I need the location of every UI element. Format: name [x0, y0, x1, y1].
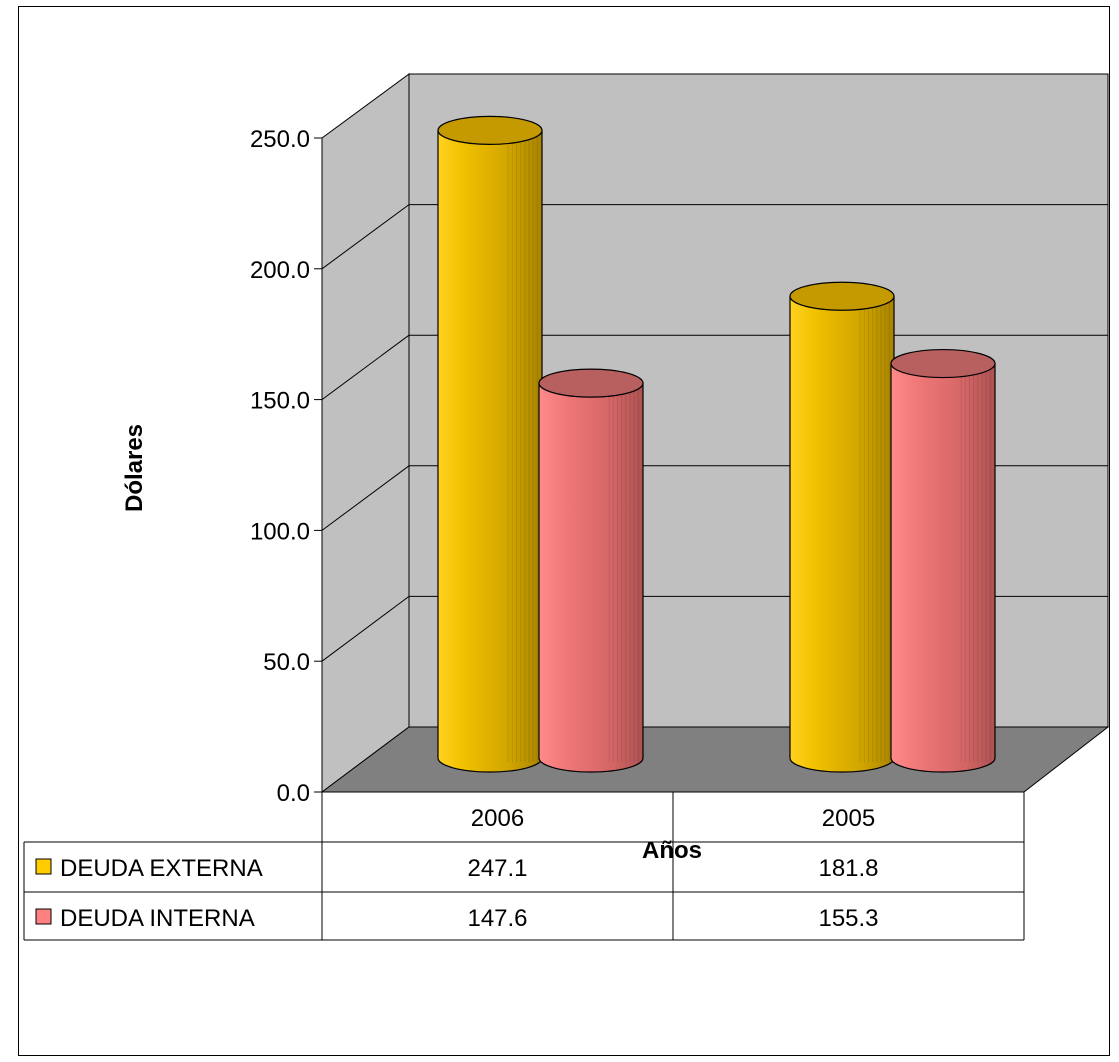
bar-externa-2006: [437, 115, 543, 773]
legend-swatch: [35, 858, 52, 875]
gridline-side: [321, 595, 410, 662]
bar-interna-2005: [890, 348, 996, 773]
bar-top: [538, 368, 644, 398]
bar-top: [789, 281, 895, 311]
data-label: 181.8: [818, 855, 878, 882]
gridline-side: [321, 334, 410, 401]
bar-externa-2005: [789, 281, 895, 773]
bar-body: [789, 295, 895, 773]
y-tick-label: 100.0: [250, 518, 310, 545]
data-label: 155.3: [818, 905, 878, 932]
bar-body: [538, 382, 644, 773]
bar-body: [437, 129, 543, 773]
legend-label: DEUDA EXTERNA: [60, 855, 263, 882]
y-axis-title: Dólares: [121, 424, 148, 512]
bar-top: [437, 115, 543, 145]
legend-swatch: [35, 908, 52, 925]
bar-interna-2006: [538, 368, 644, 773]
data-table: 2006 2005 DEUDA EXTERNA 247.1 181.8 DEUDA INT…: [23, 791, 1025, 941]
bar-top: [890, 348, 996, 379]
category-label: 2006: [471, 805, 524, 832]
x-axis-title: Años: [642, 837, 702, 864]
gridline-side: [321, 465, 410, 531]
y-tick-label: 0.0: [277, 780, 310, 807]
category-label: 2005: [822, 805, 875, 832]
y-axis: 0.0 50.0 100.0 150.0 200.0 250.0: [250, 126, 323, 807]
y-tick-label: 150.0: [250, 388, 310, 415]
bar-body: [890, 362, 996, 773]
y-tick-label: 250.0: [250, 126, 310, 153]
data-label: 247.1: [467, 855, 527, 882]
bars-layer: [437, 115, 996, 773]
gridline-side: [321, 204, 410, 270]
y-tick-label: 50.0: [263, 649, 310, 676]
data-label: 147.6: [467, 905, 527, 932]
y-tick-label: 200.0: [250, 257, 310, 284]
side-wall: [321, 73, 410, 793]
legend-label: DEUDA INTERNA: [60, 905, 255, 932]
